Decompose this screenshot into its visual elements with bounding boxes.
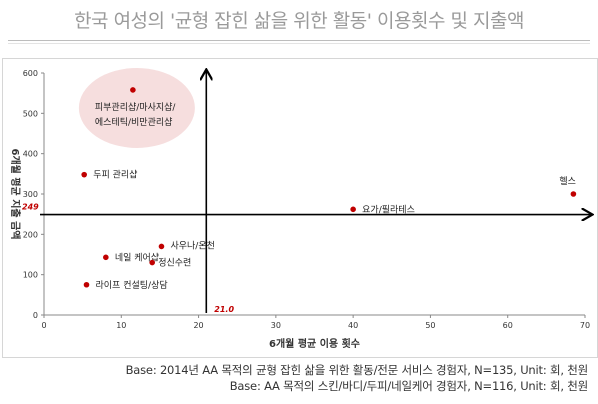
x-tick-label-2: 20 — [193, 321, 203, 330]
data-label-5: 라이프 컨설팅/상담 — [96, 279, 168, 291]
y-tick-label-1: 100 — [23, 271, 38, 280]
x-tick-label-5: 50 — [425, 321, 435, 330]
y-tick-label-4: 400 — [23, 150, 38, 159]
x-tick-label-0: 0 — [41, 321, 46, 330]
reference-label-y: 249 — [22, 203, 39, 212]
data-point-7 — [570, 191, 577, 197]
x-tick-label-4: 40 — [348, 321, 358, 330]
data-point-5 — [83, 281, 90, 288]
data-label-2: 사우나/온천 — [170, 240, 214, 251]
base-note-2: Base: AA 목적의 스킨/바디/두피/네일케어 경험자, N=116, U… — [229, 379, 588, 393]
y-tick-label-3: 300 — [23, 190, 38, 199]
data-label-0-line-1: 에스테틱/비만관리샵 — [95, 116, 173, 128]
y-axis-label: 6개월 평균 지출 금액 — [9, 148, 22, 239]
x-tick-label-6: 60 — [503, 321, 513, 330]
x-tick-label-1: 10 — [116, 321, 126, 330]
data-label-5-line-0: 라이프 컨설팅/상담 — [96, 279, 168, 291]
data-label-1: 두피 관리샵 — [93, 170, 137, 181]
base-note-1: Base: 2014년 AA 목적의 균형 잡힌 삶을 위한 활동/전문 서비스… — [125, 363, 589, 377]
x-tick-label-7: 70 — [580, 321, 590, 330]
data-point-4 — [149, 259, 155, 266]
reference-label-x: 21.0 — [214, 305, 234, 314]
data-point-3 — [103, 254, 109, 261]
data-label-3: 네일 케어샵 — [115, 252, 159, 263]
data-label-0: 피부관리샵/마사지샵/에스테틱/비만관리샵 — [95, 102, 177, 128]
data-point-6 — [350, 206, 356, 213]
data-label-2-line-0: 사우나/온천 — [170, 240, 214, 251]
y-tick-label-5: 500 — [23, 109, 38, 118]
chart-title: 한국 여성의 '균형 잡힌 삶을 위한 활동' 이용횟수 및 지출액 — [74, 10, 524, 32]
data-label-4-line-0: 정신수련 — [158, 258, 191, 269]
title-divider — [8, 40, 590, 41]
y-tick-label-6: 600 — [23, 69, 38, 78]
title-divider-shadow — [8, 43, 590, 44]
scatter-chart: 0 100 200 300 400 500 600 0 10 20 30 40 50 60 70 6개월 평균… — [9, 58, 598, 350]
highlight-ellipse-0 — [78, 67, 195, 148]
x-axis-label: 6개월 평균 이용 횟수 — [269, 337, 360, 350]
y-tick-label-2: 200 — [23, 230, 38, 239]
data-label-1-line-0: 두피 관리샵 — [93, 170, 137, 181]
data-point-0 — [130, 87, 136, 93]
data-point-1 — [81, 171, 87, 178]
data-label-6: 요가/필라테스 — [362, 203, 415, 215]
data-label-6-line-0: 요가/필라테스 — [362, 203, 415, 215]
data-label-7: 헬스 — [559, 176, 576, 187]
data-label-4: 정신수련 — [158, 258, 191, 269]
data-label-7-line-0: 헬스 — [559, 176, 576, 187]
data-label-3-line-0: 네일 케어샵 — [115, 252, 159, 263]
data-point-2 — [158, 243, 165, 250]
y-tick-label-0: 0 — [33, 311, 38, 320]
x-tick-label-3: 30 — [271, 321, 281, 330]
data-label-0-line-0: 피부관리샵/마사지샵/ — [95, 102, 177, 113]
